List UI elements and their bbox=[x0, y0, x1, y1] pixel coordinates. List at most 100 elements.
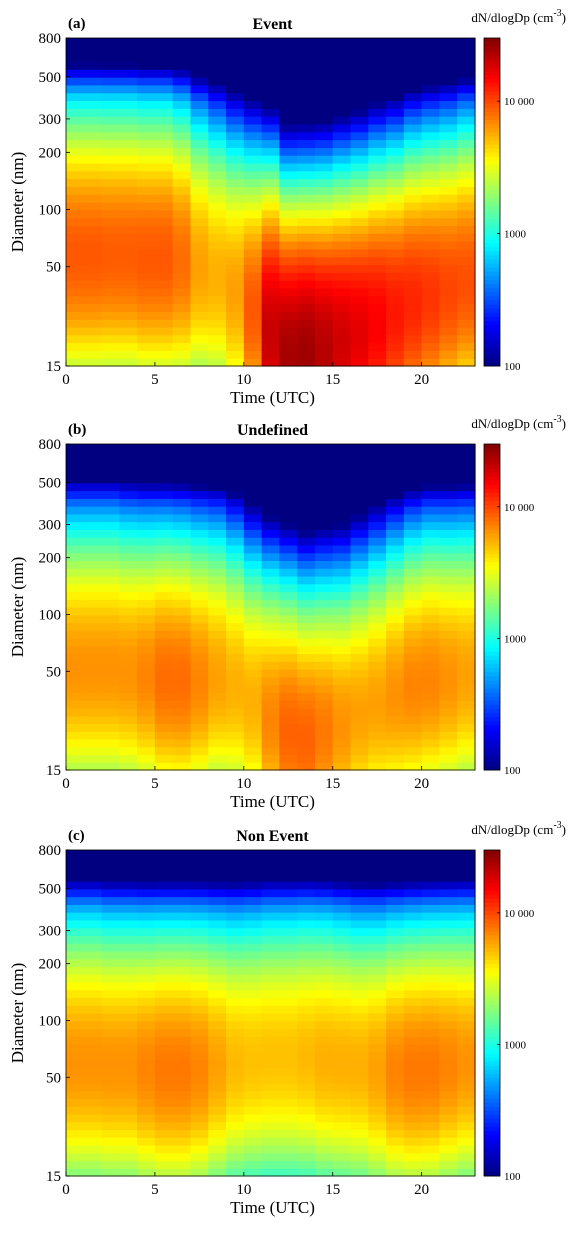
heatmap-cell bbox=[190, 147, 209, 156]
heatmap-cell bbox=[279, 186, 298, 195]
heatmap-cell bbox=[243, 490, 263, 499]
heatmap-cell bbox=[332, 684, 352, 693]
heatmap-cell bbox=[403, 84, 423, 94]
heatmap-cell bbox=[350, 560, 369, 569]
heatmap-cell bbox=[403, 178, 423, 187]
heatmap-cell bbox=[350, 669, 369, 678]
heatmap-cell bbox=[350, 170, 369, 180]
heatmap-cell bbox=[83, 935, 103, 944]
heatmap-cell bbox=[421, 935, 441, 944]
heatmap-cell bbox=[66, 1013, 85, 1022]
heatmap-cell bbox=[457, 513, 476, 523]
heatmap-cell bbox=[261, 1044, 280, 1053]
heatmap-cell bbox=[101, 1152, 120, 1162]
heatmap-cell bbox=[137, 1121, 156, 1131]
heatmap-cell bbox=[226, 1106, 245, 1115]
heatmap-cell bbox=[421, 850, 441, 859]
heatmap-cell bbox=[332, 311, 352, 320]
heatmap-cell bbox=[332, 919, 352, 929]
heatmap-cell bbox=[350, 575, 369, 585]
heatmap-cell bbox=[226, 170, 245, 180]
heatmap-cell bbox=[83, 575, 103, 585]
heatmap-cell bbox=[119, 1098, 138, 1107]
heatmap-cell bbox=[279, 264, 298, 273]
heatmap-cell bbox=[243, 61, 263, 70]
heatmap-cell bbox=[226, 1168, 245, 1177]
heatmap-cell bbox=[190, 280, 209, 289]
heatmap-cell bbox=[243, 1067, 263, 1076]
heatmap-cell bbox=[243, 147, 263, 156]
heatmap-cell bbox=[421, 444, 441, 453]
heatmap-cell bbox=[386, 896, 405, 905]
heatmap-cell bbox=[279, 544, 298, 554]
heatmap-cell bbox=[297, 896, 316, 905]
heatmap-cell bbox=[332, 170, 352, 180]
heatmap-cell bbox=[457, 256, 476, 266]
heatmap-cell bbox=[386, 684, 405, 693]
heatmap-cell bbox=[368, 498, 387, 507]
heatmap-cell bbox=[421, 537, 441, 546]
heatmap-cell bbox=[279, 958, 298, 968]
heatmap-cell bbox=[172, 715, 192, 725]
heatmap-cell bbox=[368, 1168, 387, 1177]
heatmap-cell bbox=[66, 599, 85, 608]
heatmap-cell bbox=[350, 194, 369, 203]
colorbar-label-close: ) bbox=[562, 822, 566, 837]
heatmap-cell bbox=[226, 116, 245, 125]
heatmap-cell bbox=[83, 958, 103, 968]
heatmap-cell bbox=[66, 38, 85, 47]
heatmap-cell bbox=[457, 467, 476, 476]
heatmap-cell bbox=[226, 896, 245, 905]
heatmap-cell bbox=[66, 552, 85, 562]
heatmap-cell bbox=[314, 155, 334, 164]
heatmap-cell bbox=[190, 84, 209, 94]
heatmap-cell bbox=[261, 186, 280, 195]
heatmap-cell bbox=[83, 989, 103, 999]
heatmap-cell bbox=[386, 974, 405, 983]
heatmap-cell bbox=[226, 1144, 245, 1154]
heatmap-cell bbox=[101, 233, 120, 242]
heatmap-cell bbox=[83, 1098, 103, 1107]
heatmap-cell bbox=[368, 1113, 387, 1123]
x-tick-label: 5 bbox=[151, 776, 159, 792]
heatmap-cell bbox=[243, 272, 263, 281]
heatmap-cell bbox=[154, 467, 174, 476]
x-tick-label: 20 bbox=[414, 372, 429, 388]
heatmap-cell bbox=[439, 482, 458, 492]
heatmap-cell bbox=[101, 981, 120, 991]
heatmap-cell bbox=[368, 209, 387, 219]
heatmap-cell bbox=[439, 1144, 458, 1154]
heatmap-cell bbox=[403, 459, 423, 468]
plot-frame bbox=[65, 37, 476, 367]
heatmap-cell bbox=[66, 896, 85, 905]
heatmap-cell bbox=[226, 475, 245, 484]
heatmap-cell bbox=[172, 1067, 192, 1076]
heatmap-cell bbox=[421, 1090, 441, 1099]
heatmap-cell bbox=[119, 935, 138, 944]
heatmap-cell bbox=[350, 622, 369, 631]
heatmap-cell bbox=[421, 92, 441, 102]
colorbar-swatch bbox=[484, 472, 500, 478]
heatmap-cell bbox=[226, 850, 245, 859]
heatmap-cell bbox=[297, 248, 316, 258]
heatmap-cell bbox=[261, 738, 280, 748]
heatmap-cell bbox=[350, 1137, 369, 1146]
heatmap-cell bbox=[101, 904, 120, 913]
heatmap-cell bbox=[332, 295, 352, 305]
heatmap-cell bbox=[83, 850, 103, 859]
heatmap-cell bbox=[439, 358, 458, 367]
heatmap-cell bbox=[66, 155, 85, 164]
heatmap-cell bbox=[457, 147, 476, 156]
heatmap-cell bbox=[137, 350, 156, 359]
heatmap-cell bbox=[386, 1036, 405, 1045]
colorbar-swatch bbox=[484, 173, 500, 178]
heatmap-cell bbox=[208, 958, 227, 968]
heatmap-cell bbox=[332, 700, 352, 709]
heatmap-cell bbox=[154, 256, 174, 266]
heatmap-cell bbox=[83, 490, 103, 499]
heatmap-cell bbox=[66, 451, 85, 461]
heatmap-cell bbox=[226, 950, 245, 960]
heatmap-cell bbox=[457, 1168, 476, 1177]
heatmap-cell bbox=[439, 762, 458, 771]
heatmap-cell bbox=[208, 935, 227, 944]
